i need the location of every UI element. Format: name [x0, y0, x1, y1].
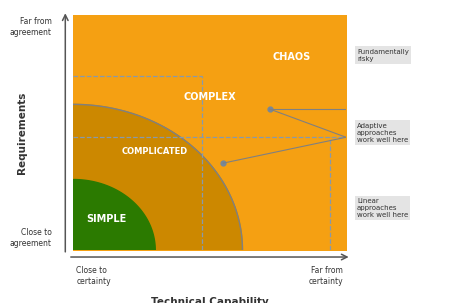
Text: Close to
agreement: Close to agreement — [9, 228, 52, 248]
Text: Close to
certainty: Close to certainty — [76, 266, 111, 286]
Text: Technical Capability: Technical Capability — [151, 297, 269, 303]
Text: Requirements: Requirements — [17, 92, 27, 174]
Polygon shape — [73, 179, 155, 250]
Text: COMPLICATED: COMPLICATED — [122, 147, 188, 156]
Text: COMPLEX: COMPLEX — [183, 92, 236, 102]
Text: Far from
certainty: Far from certainty — [309, 266, 343, 286]
Text: Linear
approaches
work well here: Linear approaches work well here — [357, 198, 408, 218]
Polygon shape — [73, 104, 242, 250]
Text: Far from
agreement: Far from agreement — [9, 18, 52, 37]
Text: Fundamentally
risky: Fundamentally risky — [357, 48, 409, 62]
Text: Adaptive
approaches
work well here: Adaptive approaches work well here — [357, 122, 408, 143]
Text: CHAOS: CHAOS — [273, 52, 310, 62]
Text: SIMPLE: SIMPLE — [86, 215, 126, 225]
